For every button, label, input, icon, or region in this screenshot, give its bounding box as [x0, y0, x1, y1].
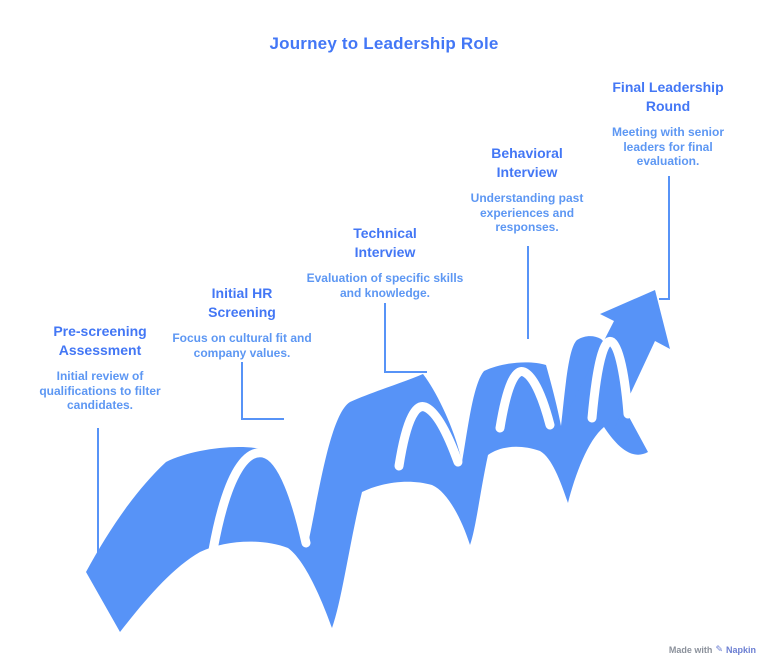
watermark-brand: Napkin	[725, 644, 756, 655]
stage-final-leadership-round: Final Leadership Round Meeting with seni…	[593, 78, 743, 169]
stage-technical-interview: Technical Interview Evaluation of specif…	[305, 224, 465, 300]
stage-description: Meeting with senior leaders for final ev…	[611, 125, 724, 168]
fold-gap-4	[587, 336, 633, 423]
fold-gap-3	[495, 367, 555, 433]
fold-gap-2	[394, 402, 463, 471]
pen-icon: ✎	[715, 644, 723, 654]
watermark-prefix: Made with	[668, 644, 713, 655]
stage-initial-hr-screening: Initial HR Screening Focus on cultural f…	[154, 284, 330, 360]
stage-title: Technical Interview	[353, 225, 417, 260]
connector-line-3	[384, 303, 427, 373]
stage-description: Evaluation of specific skills and knowle…	[306, 271, 464, 300]
stage-title: Pre-screening Assessment	[53, 323, 147, 358]
page-title: Journey to Leadership Role	[269, 34, 499, 53]
stage-description: Focus on cultural fit and company values…	[172, 331, 312, 360]
napkin-watermark[interactable]: Made with ✎ Napkin	[669, 644, 756, 655]
stage-description: Initial review of qualifications to filt…	[39, 369, 161, 412]
connector-line-5	[659, 176, 670, 300]
stage-behavioral-interview: Behavioral Interview Understanding past …	[452, 144, 602, 235]
fold-gap-1	[208, 448, 311, 555]
wave-fold-gaps	[208, 336, 633, 555]
connector-lines	[97, 176, 670, 554]
stage-pre-screening-assessment: Pre-screening Assessment Initial review …	[22, 322, 178, 413]
stage-title: Behavioral Interview	[491, 145, 563, 180]
stage-description: Understanding past experiences and respo…	[470, 191, 584, 234]
connector-line-2	[241, 362, 284, 420]
stage-title: Final Leadership Round	[612, 79, 724, 114]
stage-title: Initial HR Screening	[208, 285, 276, 320]
